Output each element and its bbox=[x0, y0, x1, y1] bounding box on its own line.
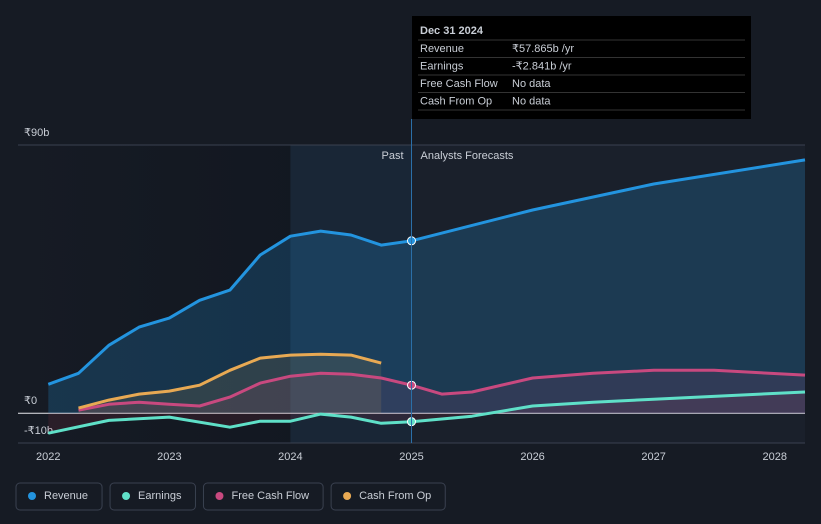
forecast-label: Analysts Forecasts bbox=[421, 150, 514, 162]
tooltip-value: No data bbox=[512, 95, 551, 107]
legend-label: Earnings bbox=[138, 490, 182, 502]
tooltip-value: -₹2.841b/yr bbox=[512, 60, 572, 72]
legend-box bbox=[330, 482, 446, 511]
x-tick-label: 2023 bbox=[157, 451, 181, 463]
x-tick-label: 2027 bbox=[641, 451, 665, 463]
tooltip bbox=[412, 16, 751, 119]
y-tick-label: -₹10b bbox=[24, 425, 53, 437]
tooltip-value-text: No data bbox=[512, 95, 551, 107]
legend-item[interactable]: Cash From Op bbox=[330, 482, 446, 511]
x-tick-label: 2026 bbox=[520, 451, 544, 463]
series-line bbox=[78, 352, 382, 410]
series-line bbox=[78, 368, 806, 412]
tooltip-value: ₹57.865b/yr bbox=[512, 43, 574, 55]
legend-item[interactable]: Revenue bbox=[15, 482, 103, 511]
series-area bbox=[48, 159, 806, 414]
y-tick-label: ₹90b bbox=[24, 127, 49, 139]
legend-swatch bbox=[343, 492, 352, 500]
tooltip-value: No data bbox=[512, 78, 551, 90]
series-area bbox=[78, 354, 382, 414]
series-line bbox=[47, 390, 806, 435]
legend-box bbox=[15, 482, 103, 511]
tooltip-value-text: -₹2.841b bbox=[512, 60, 556, 72]
legend-box bbox=[202, 482, 324, 511]
tooltip-unit: /yr bbox=[559, 60, 572, 72]
tooltip-label: Earnings bbox=[420, 60, 464, 72]
legend-label: Free Cash Flow bbox=[231, 490, 309, 502]
tooltip-label: Revenue bbox=[420, 43, 464, 55]
y-tick-label: ₹0 bbox=[24, 395, 37, 407]
x-tick-label: 2025 bbox=[399, 451, 423, 463]
tooltip-value-text: ₹57.865b bbox=[512, 43, 559, 55]
tooltip-label: Cash From Op bbox=[420, 95, 492, 107]
legend-swatch bbox=[122, 492, 131, 500]
legend-item[interactable]: Earnings bbox=[109, 482, 196, 511]
legend-label: Revenue bbox=[44, 490, 88, 502]
past-label: Past bbox=[381, 150, 403, 162]
tooltip-value-text: No data bbox=[512, 78, 551, 90]
legend-label: Cash From Op bbox=[359, 490, 431, 502]
series-area bbox=[78, 370, 805, 414]
x-tick-label: 2022 bbox=[36, 451, 60, 463]
highlight-region bbox=[290, 145, 412, 443]
legend-swatch bbox=[215, 492, 224, 500]
tooltip-label: Free Cash Flow bbox=[420, 78, 498, 90]
tooltip-unit: /yr bbox=[562, 43, 575, 55]
tooltip-date: Dec 31 2024 bbox=[420, 25, 484, 37]
legend-box bbox=[109, 482, 196, 511]
series-line bbox=[47, 158, 806, 386]
legend-item[interactable]: Free Cash Flow bbox=[202, 482, 324, 511]
x-tick-label: 2024 bbox=[278, 451, 302, 463]
legend-swatch bbox=[28, 492, 36, 500]
x-tick-label: 2028 bbox=[762, 451, 786, 463]
